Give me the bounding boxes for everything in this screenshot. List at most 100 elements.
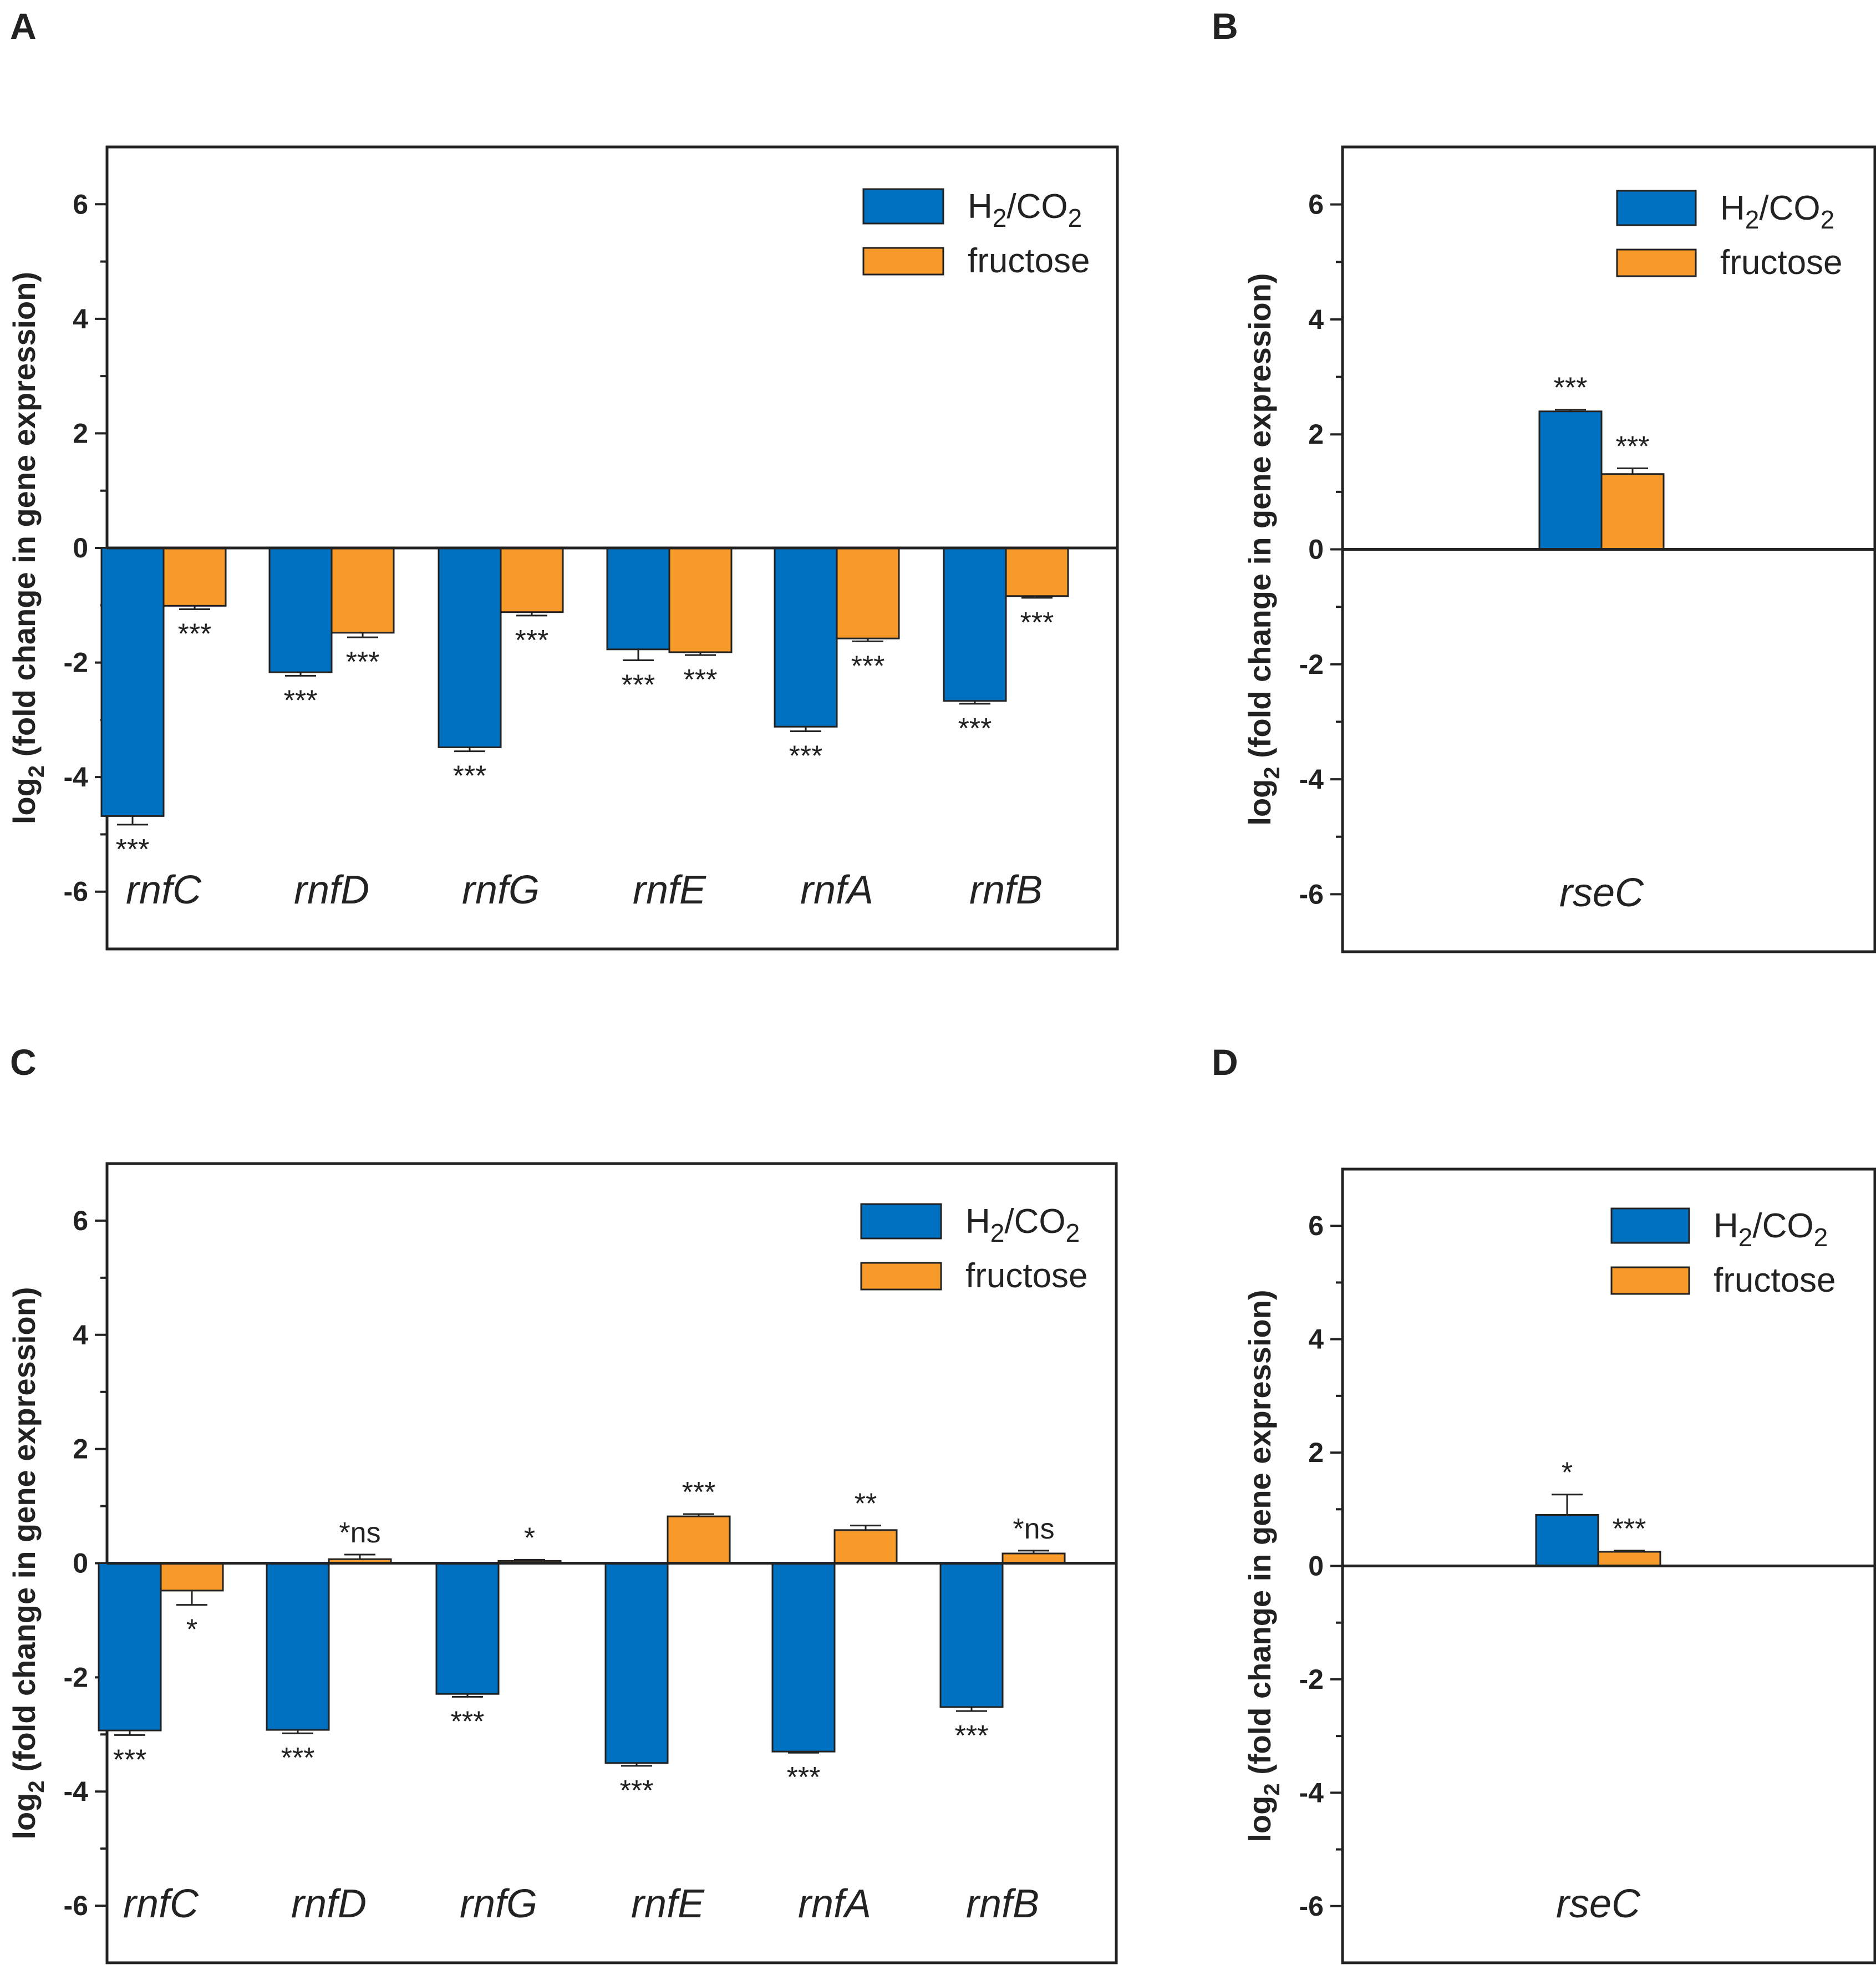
significance-label: *** [281,1742,315,1774]
legend-label-fructose: fructose [1720,243,1843,282]
y-axis-label-log: log [1242,779,1277,826]
legend-label-h2co2: H2/CO2 [968,187,1082,232]
legend-label-part: /CO [1759,189,1820,227]
bar-fructose-rseC [1597,1551,1661,1567]
legend-swatch-h2co2 [1616,190,1697,226]
legend-label-part: 2 [1745,205,1760,234]
bar-fructose-rnfB [1005,547,1069,597]
y-axis-label-log: log [1242,1796,1277,1842]
y-tick-label: -4 [1299,1777,1324,1808]
significance-label: *** [1554,372,1588,404]
legend-label-part: /CO [1006,187,1067,226]
significance-label: * [1562,1457,1573,1489]
y-axis-label-subscript: 2 [1260,766,1284,779]
y-axis-label-log: log [7,1793,42,1840]
y-axis-label: log2 (fold change in gene expression) [7,272,49,824]
y-tick-label: 4 [73,1319,88,1350]
significance-label: *** [113,1744,147,1776]
panel-letter: B [1212,6,1238,47]
category-label-rnfG: rnfG [460,1882,537,1926]
y-tick-label: 2 [73,418,88,449]
y-tick-label: -4 [64,761,89,793]
legend-swatch-h2co2 [1610,1207,1690,1244]
bar-h2co2-rnfE [604,1562,669,1764]
significance-label: *ns [1013,1513,1054,1545]
legend-label-h2co2: H2/CO2 [1720,189,1834,234]
y-axis-label-rest: (fold change in gene expression) [7,272,42,765]
panel-letter: C [10,1042,37,1083]
y-tick-label: -6 [1299,1891,1324,1922]
legend-label-part: 2 [990,1218,1005,1247]
category-label-rnfC: rnfC [123,1882,199,1926]
significance-label: *** [346,646,380,678]
significance-label: *** [284,684,318,717]
legend-label-fructose: fructose [1714,1261,1836,1299]
y-axis-label-log: log [7,778,42,824]
bar-fructose-rnfC [162,547,227,607]
significance-label: *** [1020,607,1054,639]
legend-label-part: 2 [1068,204,1082,232]
bar-h2co2-rnfA [771,1562,836,1753]
legend-label-part: 2 [1738,1223,1753,1252]
legend-label-part: 2 [1066,1218,1080,1247]
significance-label: *** [620,1775,654,1807]
significance-label: *** [1613,1513,1646,1545]
significance-label: *** [515,624,549,657]
legend-label-part: 2 [1814,1223,1828,1252]
significance-label: * [186,1614,197,1646]
y-tick-label: -6 [64,876,88,907]
y-tick-label: 0 [1308,1551,1324,1582]
bar-h2co2-rnfG [435,1562,500,1695]
bar-h2co2-rnfB [943,547,1007,702]
significance-label: *** [684,664,718,696]
y-tick-label: 6 [1308,189,1324,220]
significance-label: ** [855,1488,877,1520]
y-tick-label: -2 [64,647,88,678]
category-label-rnfE: rnfE [633,868,706,912]
bar-fructose-rnfA [836,547,900,639]
y-tick-label: -2 [64,1662,88,1693]
y-axis-label: log2 (fold change in gene expression) [1242,1289,1284,1842]
significance-label: *** [178,618,212,651]
significance-label: *** [622,669,655,701]
y-tick-label: 4 [73,303,88,334]
legend-label-fructose: fructose [968,242,1090,280]
significance-label: *** [958,713,992,745]
legend-swatch-fructose [860,1262,942,1291]
bar-h2co2-rnfD [268,547,333,673]
y-axis-label-rest: (fold change in gene expression) [1242,1289,1277,1783]
category-label-rnfB: rnfB [966,1882,1039,1926]
y-tick-label: 0 [1308,534,1324,565]
y-axis-label-subscript: 2 [1260,1783,1284,1795]
y-tick-label: -2 [1299,1664,1324,1695]
y-axis-label: log2 (fold change in gene expression) [1242,273,1284,825]
bar-fructose-rnfB [1001,1552,1066,1565]
legend-label-fructose: fructose [965,1257,1088,1295]
significance-label: *** [789,740,823,773]
category-label-rnfD: rnfD [294,868,369,912]
panel-letter: A [10,6,37,47]
category-label-rnfC: rnfC [126,868,202,912]
y-tick-label: 4 [1308,1324,1324,1355]
y-tick-label: -4 [1299,764,1324,795]
bar-h2co2-rnfB [939,1562,1004,1708]
bar-h2co2-rnfA [774,547,838,728]
category-label-rnfG: rnfG [462,868,540,912]
legend-swatch-fructose [1610,1266,1690,1295]
y-tick-label: 6 [73,1205,88,1236]
y-axis-label-subscript: 2 [24,1780,49,1793]
bar-h2co2-rseC [1538,410,1603,550]
legend-label-part: /CO [1004,1202,1065,1241]
bar-fructose-rnfC [160,1562,224,1592]
category-label-rnfD: rnfD [291,1882,367,1926]
y-axis-label: log2 (fold change in gene expression) [7,1287,49,1839]
y-axis-label-rest: (fold change in gene expression) [1242,273,1277,766]
significance-label: *** [787,1761,821,1794]
bar-h2co2-rnfC [100,547,165,817]
legend-label-part: 2 [1821,205,1835,234]
